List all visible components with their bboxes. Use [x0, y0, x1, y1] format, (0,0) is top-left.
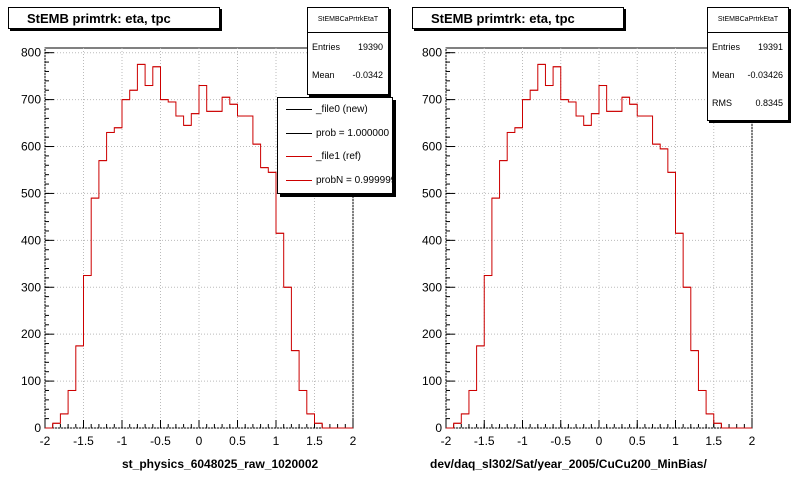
left-y-tick-label: 600	[21, 140, 41, 154]
left-stats-row-mean: Mean -0.0342	[308, 61, 388, 89]
right-stats-mean-label: Mean	[712, 70, 735, 80]
left-stats-entries-value: 19390	[357, 42, 383, 52]
left-y-tick-label: 300	[21, 280, 41, 294]
left-y-tick-label: 100	[21, 374, 41, 388]
left-plot-title: StEMB primtrk: eta, tpc	[8, 7, 220, 29]
left-x-tick-label: -1.5	[73, 434, 94, 448]
legend-item-file1: _file1 (ref)	[278, 145, 392, 169]
left-x-tick-label: 1.5	[306, 434, 323, 448]
left-y-tick-label: 200	[21, 327, 41, 341]
left-stats-row-entries: Entries 19390	[308, 33, 388, 61]
right-plot: -2 -1.5 -1 -0.5 0 0.5 1 1.5 2 0 100 200 300 400 500 600…	[422, 46, 756, 448]
right-stats-mean-value: -0.03426	[747, 70, 783, 80]
left-stats-entries-label: Entries	[312, 42, 341, 52]
right-stats-entries-value: 19391	[757, 42, 783, 52]
left-y-tick-label: 0	[34, 421, 41, 435]
right-x-tick-label: -1	[517, 434, 528, 448]
legend-item-probn: probN = 0.999999	[278, 169, 392, 193]
legend-label-prob: prob = 1.000000	[316, 127, 390, 139]
left-x-tick-label: 1	[273, 434, 280, 448]
legend-line-red	[286, 179, 312, 181]
right-y-tick-label: 0	[435, 421, 442, 435]
left-stats-header: StEMBCaPrtrkEtaT	[308, 8, 388, 33]
left-y-tick-label: 800	[21, 46, 41, 60]
right-stats-row-rms: RMS 0.8345	[708, 89, 788, 117]
left-stats-mean-value: -0.0342	[352, 70, 383, 80]
right-stats-box: StEMBCaPrtrkEtaT Entries 19391 Mean -0.0…	[707, 7, 789, 121]
right-x-tick-label: -2	[441, 434, 452, 448]
right-x-tick-label: 1	[672, 434, 679, 448]
right-y-tick-label: 400	[422, 233, 442, 247]
legend-item-prob: prob = 1.000000	[278, 122, 392, 146]
right-stats-header: StEMBCaPrtrkEtaT	[708, 8, 788, 33]
left-x-tick-label: 2	[350, 434, 357, 448]
left-y-tick-label: 400	[21, 233, 41, 247]
legend-line-black	[286, 109, 312, 110]
left-x-tick-label: -0.5	[150, 434, 171, 448]
left-x-tick-label: 0	[196, 434, 203, 448]
right-y-tick-label: 500	[422, 186, 442, 200]
left-x-tick-label: -2	[40, 434, 51, 448]
right-stats-row-entries: Entries 19391	[708, 33, 788, 61]
right-x-axis-label: dev/daq_sl302/Sat/year_2005/CuCu200_MinB…	[430, 457, 707, 471]
left-stats-mean-label: Mean	[312, 70, 335, 80]
right-x-tick-label: 1.5	[705, 434, 722, 448]
left-y-tick-label: 500	[21, 186, 41, 200]
right-plot-title: StEMB primtrk: eta, tpc	[412, 7, 624, 29]
legend-label-file1: _file1 (ref)	[316, 151, 362, 162]
left-legend: _file0 (new) prob = 1.000000 _file1 (ref…	[277, 97, 393, 194]
legend-item-file0: _file0 (new)	[278, 98, 392, 122]
legend-label-file0: _file0 (new)	[316, 104, 368, 115]
right-x-tick-label: 2	[749, 434, 756, 448]
right-y-tick-label: 100	[422, 374, 442, 388]
right-x-tick-label: -1.5	[474, 434, 495, 448]
right-x-tick-label: -0.5	[550, 434, 571, 448]
right-x-tick-label: 0	[596, 434, 603, 448]
right-y-tick-label: 800	[422, 46, 442, 60]
right-y-tick-label: 300	[422, 280, 442, 294]
left-x-tick-label: 0.5	[229, 434, 246, 448]
left-y-tick-label: 700	[21, 93, 41, 107]
legend-label-probn: probN = 0.999999	[316, 174, 393, 186]
right-y-tick-label: 600	[422, 140, 442, 154]
right-stats-rms-value: 0.8345	[755, 98, 783, 108]
left-stats-box: StEMBCaPrtrkEtaT Entries 19390 Mean -0.0…	[307, 7, 389, 95]
right-stats-rms-label: RMS	[712, 98, 732, 108]
right-y-tick-label: 700	[422, 93, 442, 107]
right-stats-row-mean: Mean -0.03426	[708, 61, 788, 89]
legend-line-red	[286, 156, 312, 157]
right-stats-entries-label: Entries	[712, 42, 741, 52]
right-x-tick-label: 0.5	[629, 434, 646, 448]
left-x-tick-label: -1	[117, 434, 128, 448]
left-x-axis-label: st_physics_6048025_raw_1020002	[122, 457, 319, 471]
right-y-tick-label: 200	[422, 327, 442, 341]
legend-line-black	[286, 132, 312, 134]
